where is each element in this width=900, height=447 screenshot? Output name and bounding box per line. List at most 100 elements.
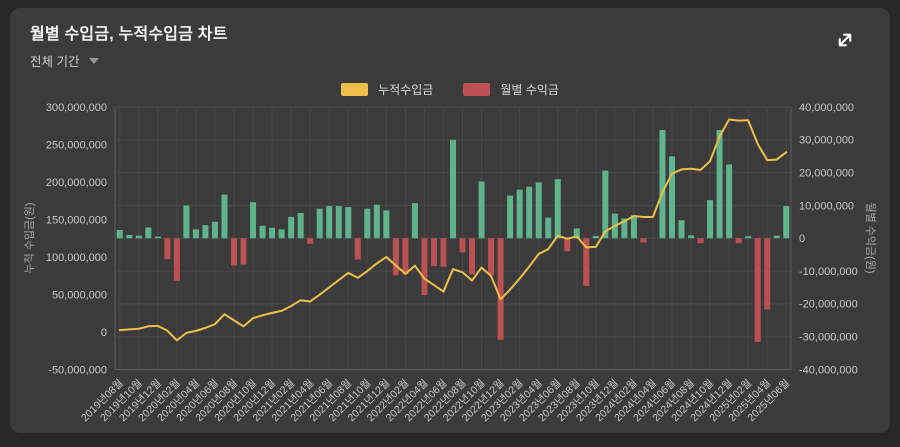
monthly-bar-2023년06월[interactable]: [554, 179, 561, 239]
expand-button[interactable]: [832, 27, 858, 53]
monthly-bar-2020년03월[interactable]: [183, 205, 190, 239]
monthly-bar-2023년03월[interactable]: [526, 186, 533, 239]
axis-tick-label: -20,000,000: [799, 299, 858, 311]
monthly-bar-2024년06월[interactable]: [668, 156, 675, 239]
monthly-bar-2022년08월[interactable]: [459, 238, 466, 253]
monthly-bar-2023년05월[interactable]: [545, 217, 552, 239]
monthly-bar-2022년12월[interactable]: [497, 238, 504, 340]
monthly-bar-2024년08월[interactable]: [688, 235, 695, 239]
cumulative-line[interactable]: [118, 118, 788, 342]
legend-item-cumulative[interactable]: 누적수입금: [341, 81, 433, 98]
monthly-bar-2022년06월[interactable]: [440, 238, 447, 267]
monthly-bar-2024년09월[interactable]: [697, 238, 704, 244]
monthly-bar-2024년11월[interactable]: [716, 129, 723, 239]
monthly-bar-2024년05월[interactable]: [659, 129, 666, 239]
monthly-bar-2023년07월[interactable]: [564, 238, 571, 252]
axis-tick-label: 30,000,000: [799, 135, 854, 147]
monthly-bar-2021년04월[interactable]: [307, 238, 314, 244]
monthly-bar-2023년09월[interactable]: [583, 238, 590, 287]
monthly-bar-2020년11월[interactable]: [259, 225, 266, 239]
monthly-bar-2020년07월[interactable]: [221, 194, 228, 239]
monthly-bar-2024년03월[interactable]: [640, 238, 647, 243]
axis-tick-label: 10,000,000: [799, 200, 854, 212]
monthly-bar-2021년11월[interactable]: [373, 204, 380, 239]
monthly-bar-2021년03월[interactable]: [297, 212, 304, 239]
monthly-bar-2019년09월[interactable]: [126, 234, 133, 239]
page-title: 월별 수입금, 누적수입금 차트: [30, 26, 228, 43]
axis-tick-label: 20,000,000: [799, 167, 854, 179]
monthly-bar-2021년01월[interactable]: [278, 229, 285, 239]
monthly-bar-2022년11월[interactable]: [488, 238, 495, 276]
monthly-bar-2025년04월[interactable]: [764, 238, 771, 310]
monthly-bar-2019년12월[interactable]: [154, 236, 161, 239]
monthly-bar-2022년03월[interactable]: [411, 203, 418, 239]
monthly-bar-2020년06월[interactable]: [211, 221, 218, 239]
monthly-bar-2020년02월[interactable]: [173, 238, 180, 281]
monthly-bar-2021년08월[interactable]: [345, 207, 352, 239]
monthly-bar-2021년02월[interactable]: [288, 216, 295, 239]
left-axis-name: 누적 수입금(원): [23, 202, 36, 273]
period-dropdown-label: 전체 기간: [30, 55, 80, 69]
monthly-bar-2023년01월[interactable]: [507, 195, 514, 239]
monthly-bar-2025년03월[interactable]: [754, 238, 761, 342]
monthly-bar-2025년02월[interactable]: [745, 236, 752, 239]
axis-tick-label: 300,000,000: [46, 102, 107, 114]
axis-tick-label: -50,000,000: [48, 364, 107, 376]
monthly-bar-2023년04월[interactable]: [535, 182, 542, 239]
monthly-bar-2023년08월[interactable]: [573, 228, 580, 239]
monthly-bar-2019년11월[interactable]: [145, 227, 152, 239]
axis-tick-label: -10,000,000: [799, 266, 858, 278]
axis-tick-label: 100,000,000: [46, 252, 107, 264]
axis-tick-label: -30,000,000: [799, 332, 858, 344]
monthly-bar-2020년04월[interactable]: [192, 229, 199, 239]
monthly-bar-2022년02월[interactable]: [402, 238, 409, 275]
monthly-bar-2021년09월[interactable]: [354, 238, 361, 260]
monthly-bar-2020년12월[interactable]: [269, 227, 276, 239]
monthly-bar-2024년07월[interactable]: [678, 220, 685, 239]
monthly-bar-2021년10월[interactable]: [364, 208, 371, 239]
monthly-bar-2023년10월[interactable]: [592, 235, 599, 239]
monthly-bar-2020년10월[interactable]: [250, 202, 257, 239]
axis-tick-label: 0: [799, 233, 805, 245]
monthly-bar-2021년12월[interactable]: [383, 210, 390, 239]
monthly-bar-2022년01월[interactable]: [392, 238, 399, 276]
monthly-bar-2025년01월[interactable]: [735, 238, 742, 244]
monthly-bar-2022년07월[interactable]: [450, 139, 456, 239]
chart-legend: 누적수입금 월별 수익금: [0, 81, 900, 98]
monthly-bar-2019년10월[interactable]: [135, 235, 142, 239]
legend-label: 월별 수익금: [500, 83, 559, 97]
chevron-down-icon: [89, 57, 100, 64]
axis-tick-label: 50,000,000: [52, 289, 107, 301]
monthly-series-swatch: [463, 83, 491, 96]
monthly-bar-2023년02월[interactable]: [516, 189, 523, 239]
monthly-bar-2020년09월[interactable]: [240, 238, 247, 265]
monthly-bar-2024년10월[interactable]: [707, 200, 714, 239]
monthly-bar-2024년12월[interactable]: [726, 164, 733, 239]
monthly-bar-2020년05월[interactable]: [202, 225, 209, 239]
monthly-bar-2025년06월[interactable]: [783, 206, 790, 239]
monthly-bar-2021년07월[interactable]: [335, 206, 342, 239]
axis-tick-label: 150,000,000: [46, 214, 107, 226]
cumulative-series-swatch: [341, 83, 369, 96]
monthly-bar-2024년02월[interactable]: [630, 215, 637, 239]
axis-tick-label: 40,000,000: [799, 102, 854, 114]
monthly-bar-2025년05월[interactable]: [773, 235, 780, 239]
monthly-bar-2024년01월[interactable]: [621, 218, 628, 239]
period-dropdown[interactable]: 전체 기간: [30, 51, 100, 70]
legend-item-monthly[interactable]: 월별 수익금: [463, 81, 559, 98]
right-axis-name: 월별 수익금(원): [864, 202, 877, 273]
monthly-bar-2020년08월[interactable]: [231, 238, 238, 266]
axis-tick-label: 250,000,000: [46, 139, 107, 151]
monthly-bar-2022년10월[interactable]: [478, 181, 485, 239]
monthly-bar-2022년05월[interactable]: [430, 238, 437, 267]
monthly-bar-2022년09월[interactable]: [469, 238, 476, 275]
monthly-bar-2019년08월[interactable]: [116, 230, 123, 239]
monthly-bar-2021년06월[interactable]: [326, 206, 333, 239]
monthly-bar-2022년04월[interactable]: [421, 238, 428, 296]
axis-tick-label: 0: [101, 327, 107, 339]
monthly-bar-2021년05월[interactable]: [316, 208, 323, 239]
monthly-bar-2020년01월[interactable]: [164, 238, 171, 259]
monthly-bar-2023년11월[interactable]: [602, 170, 609, 239]
